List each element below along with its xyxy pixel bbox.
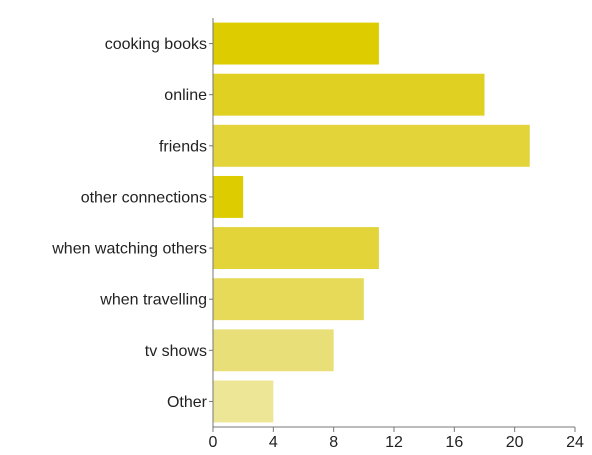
bar-0 <box>213 22 379 65</box>
x-tick-label: 8 <box>329 434 338 451</box>
bar-4 <box>213 227 379 270</box>
x-tick-label: 24 <box>566 434 584 451</box>
bar-6 <box>213 329 334 372</box>
x-tick-label: 4 <box>269 434 278 451</box>
bar-1 <box>213 73 485 116</box>
x-axis: 0 4 8 12 16 20 24 <box>209 18 584 451</box>
category-label: cooking books <box>105 36 207 53</box>
x-tick-label: 0 <box>209 434 218 451</box>
x-tick-label: 20 <box>506 434 524 451</box>
bar-5 <box>213 278 364 321</box>
category-labels: cooking books online friends other connecti… <box>51 36 207 411</box>
bars-layer <box>213 22 530 423</box>
category-label: tv shows <box>145 343 207 360</box>
category-label: friends <box>159 138 207 155</box>
category-label: when watching others <box>51 241 207 258</box>
bar-7 <box>213 380 274 423</box>
bar-2 <box>213 124 530 167</box>
category-label: Other <box>167 394 208 411</box>
x-tick-label: 12 <box>385 434 403 451</box>
bar-3 <box>213 175 244 218</box>
category-label: online <box>164 87 207 104</box>
category-label: when travelling <box>99 292 207 309</box>
x-tick-label: 16 <box>445 434 463 451</box>
category-label: other connections <box>81 189 207 206</box>
